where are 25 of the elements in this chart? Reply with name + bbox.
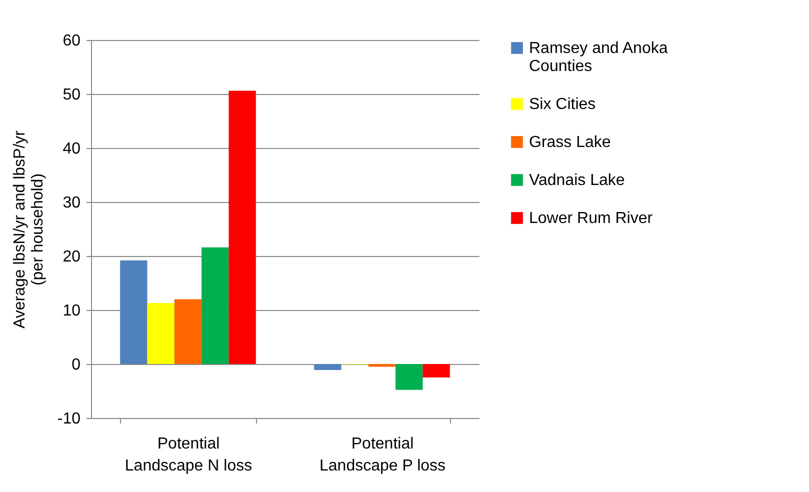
x-tick-label: Potential Landscape P loss [319,436,446,474]
legend-label: Grass Lake [529,134,611,151]
bar [120,260,148,364]
y-tick-label: -10 [57,410,81,428]
y-tick-label: 30 [62,194,81,212]
y-tick-label: 40 [62,140,81,158]
bar [174,299,202,364]
legend-label: Six Cities [529,96,596,113]
y-tick-label: 0 [72,356,81,374]
y-tick-label: 60 [62,32,81,50]
y-tick-label: 20 [62,248,81,266]
y-tick-label: 10 [62,302,81,320]
legend-label: Lower Rum River [529,210,654,227]
bar [368,364,396,367]
x-tick-label: Potential Landscape N loss [124,436,252,474]
bar [314,364,342,370]
bar [202,247,229,364]
legend-label: Ramsey and Anoka Counties [529,40,668,75]
bar [422,364,450,378]
legend-label: Vadnais Lake [529,172,625,189]
bar [396,364,423,390]
bar [147,302,174,364]
bar [228,90,256,364]
y-tick-label: 50 [62,86,81,104]
y-axis-title: Average lbsN/yr and lbsP/yr (per household) [11,130,46,329]
